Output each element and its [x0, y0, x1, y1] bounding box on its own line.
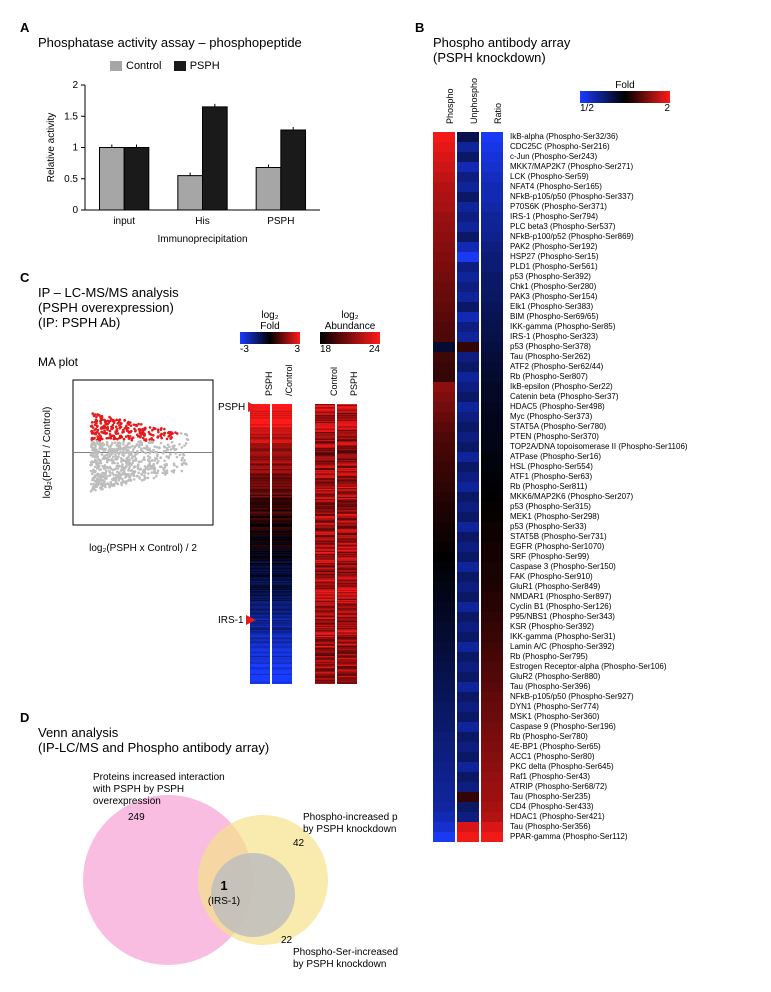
svg-text:0: 0 — [72, 205, 78, 216]
fold-high-v: 3 — [294, 344, 300, 355]
grad-high-label: 2 — [664, 103, 670, 114]
svg-text:with PSPH by PSPH: with PSPH by PSPH — [92, 784, 184, 795]
panel-a-bar-chart: 0 0.5 1 1.5 2 input His PSPH Immunoprecipitation… — [40, 75, 330, 245]
fold-low-v: -3 — [240, 344, 249, 355]
legend-psph: PSPH — [190, 60, 220, 72]
panel-d-label: D — [20, 710, 29, 725]
panel-c-label: C — [20, 270, 29, 285]
svg-text:input: input — [113, 216, 135, 227]
svg-text:Phospho-Ser-increased proteins: Phospho-Ser-increased proteins — [293, 947, 398, 958]
svg-text:1.5: 1.5 — [64, 111, 78, 122]
abund-grad-label: log₂ Abundance — [320, 310, 380, 332]
panel-b-gradient: Fold 1/2 2 — [580, 80, 670, 114]
svg-text:log₂(PSPH / Control): log₂(PSPH / Control) — [42, 407, 53, 499]
fold-grad-label: log₂ Fold — [240, 310, 300, 332]
svg-text:42: 42 — [293, 838, 305, 849]
psph-marker: PSPH — [218, 402, 258, 413]
svg-text:Proteins increased interaction: Proteins increased interaction — [93, 772, 225, 783]
panel-a-legend: Control PSPH — [110, 60, 220, 72]
svg-text:log₂(PSPH x Control) / 2: log₂(PSPH x Control) / 2 — [89, 543, 197, 554]
psph-marker-text: PSPH — [218, 402, 245, 413]
svg-text:overexpression: overexpression — [93, 796, 161, 807]
panel-d-title: Venn analysis (IP-LC/MS and Phospho anti… — [38, 725, 269, 755]
grad-low-label: 1/2 — [580, 103, 594, 114]
panel-c-abund-gradient: log₂ Abundance 18 24 — [320, 310, 380, 355]
legend-control: Control — [126, 60, 161, 72]
irs1-marker-text: IRS-1 — [218, 615, 244, 626]
svg-text:PSPH: PSPH — [267, 216, 294, 227]
panel-c-fold-gradient: log₂ Fold -3 3 — [240, 310, 300, 355]
svg-text:by PSPH knockdown: by PSPH knockdown — [303, 824, 396, 835]
panel-b-title: Phospho antibody array (PSPH knockdown) — [433, 35, 570, 65]
ma-plot-label: MA plot — [38, 355, 78, 369]
svg-text:249: 249 — [128, 812, 145, 823]
panel-c-fold-heatmap — [250, 404, 294, 684]
panel-a-title: Phosphatase activity assay – phosphopept… — [38, 35, 302, 50]
svg-text:1: 1 — [220, 878, 227, 893]
svg-text:Relative activity: Relative activity — [46, 113, 57, 182]
panel-b-heatmap — [433, 132, 505, 842]
abund-low-v: 18 — [320, 344, 331, 355]
irs1-marker: IRS-1 — [218, 615, 256, 626]
venn-diagram: Proteins increased interactionwith PSPH … — [38, 760, 398, 970]
svg-text:Immunoprecipitation: Immunoprecipitation — [157, 234, 247, 245]
svg-text:(IRS-1): (IRS-1) — [208, 896, 240, 907]
svg-text:2: 2 — [72, 80, 78, 91]
svg-text:by PSPH knockdown: by PSPH knockdown — [293, 959, 386, 970]
panel-b-protein-list: IkB-alpha (Phospho-Ser32/36)CDC25C (Phos… — [510, 132, 688, 842]
svg-text:22: 22 — [281, 935, 293, 946]
panel-b-label: B — [415, 20, 424, 35]
gradient-label: Fold — [580, 80, 670, 91]
svg-text:His: His — [195, 216, 209, 227]
panel-a-label: A — [20, 20, 29, 35]
panel-c-abund-heatmap — [315, 404, 359, 684]
ma-scatter-plot: log₂(PSPH x Control) / 2 log₂(PSPH / Cont… — [38, 375, 218, 555]
panel-c-title: IP – LC-MS/MS analysis (PSPH overexpress… — [38, 285, 179, 330]
svg-text:0.5: 0.5 — [64, 174, 78, 185]
svg-text:Phospho-increased proteins: Phospho-increased proteins — [303, 812, 398, 823]
abund-high-v: 24 — [369, 344, 380, 355]
svg-text:1: 1 — [72, 143, 78, 154]
